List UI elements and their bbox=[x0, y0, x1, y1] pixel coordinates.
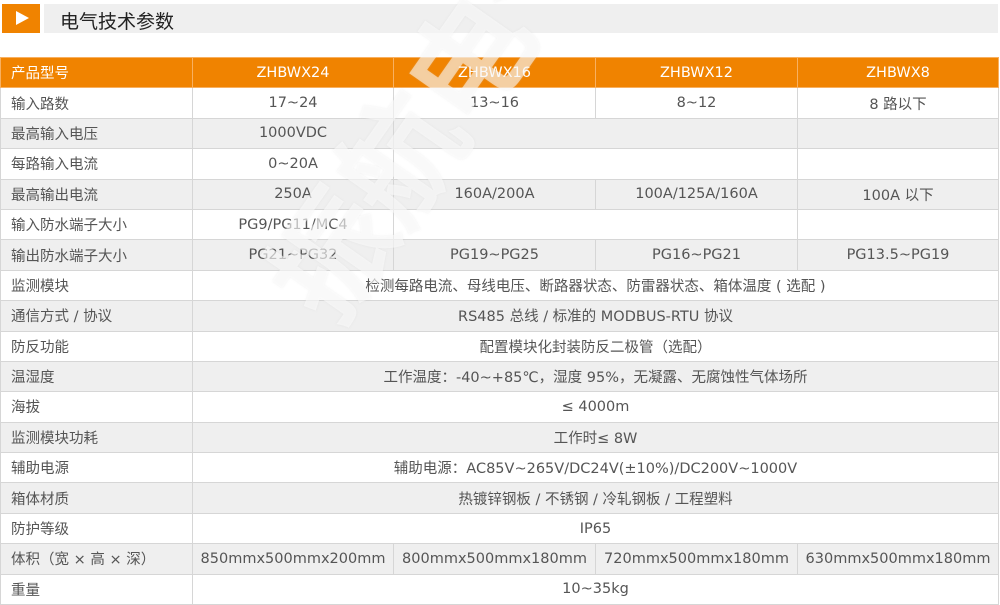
section-title: 电气技术参数 bbox=[60, 11, 175, 33]
table-row: 重量 10~35kg bbox=[0, 573, 999, 605]
table-row: 输出防水端子大小 PG21~PG32 PG19~PG25 PG16~PG21 P… bbox=[0, 239, 999, 271]
cell: 630mmx500mmx180mm bbox=[797, 543, 999, 575]
row-label: 通信方式 / 协议 bbox=[0, 300, 193, 332]
table-row: 最高输入电压 1000VDC bbox=[0, 117, 999, 150]
row-label: 箱体材质 bbox=[0, 482, 193, 514]
cell: 100A 以下 bbox=[797, 178, 999, 210]
empty-cell bbox=[393, 117, 798, 150]
row-label: 输出防水端子大小 bbox=[0, 239, 193, 271]
row-label: 温湿度 bbox=[0, 360, 193, 393]
cell: IP65 bbox=[192, 512, 999, 545]
empty-cell bbox=[393, 208, 798, 241]
table-row: 监测模块功耗 工作时≤ 8W bbox=[0, 421, 999, 454]
header-cell: 产品型号 bbox=[0, 56, 193, 89]
cell: PG19~PG25 bbox=[393, 239, 596, 271]
table-row: 输入路数 17~24 13~16 8~12 8 路以下 bbox=[0, 87, 999, 119]
cell: 250A bbox=[192, 178, 394, 210]
row-label: 每路输入电流 bbox=[0, 148, 193, 180]
row-label: 海拔 bbox=[0, 391, 193, 423]
title-background bbox=[44, 4, 998, 33]
row-label: 防反功能 bbox=[0, 330, 193, 362]
cell: PG9/PG11/MC4 bbox=[192, 208, 394, 241]
table-row: 温湿度 工作温度：-40~+85℃，湿度 95%，无凝露、无腐蚀性气体场所 bbox=[0, 360, 999, 393]
row-label: 最高输出电流 bbox=[0, 178, 193, 210]
cell: 配置模块化封装防反二极管（选配） bbox=[192, 330, 999, 362]
table-row: 输入防水端子大小 PG9/PG11/MC4 bbox=[0, 208, 999, 241]
cell: 13~16 bbox=[393, 87, 596, 119]
cell: 检测每路电流、母线电压、断路器状态、防雷器状态、箱体温度 ( 选配 ) bbox=[192, 269, 999, 302]
cell: 100A/125A/160A bbox=[595, 178, 798, 210]
cell: 8 路以下 bbox=[797, 87, 999, 119]
spec-table: 产品型号 ZHBWX24 ZHBWX16 ZHBWX12 ZHBWX8 输入路数… bbox=[0, 56, 999, 605]
cell: 10~35kg bbox=[192, 573, 999, 605]
cell: 辅助电源：AC85V~265V/DC24V(±10%)/DC200V~1000V bbox=[192, 452, 999, 484]
empty-cell bbox=[797, 117, 999, 150]
cell: 850mmx500mmx200mm bbox=[192, 543, 394, 575]
table-row: 体积（宽 × 高 × 深） 850mmx500mmx200mm 800mmx50… bbox=[0, 543, 999, 575]
header-cell: ZHBWX24 bbox=[192, 56, 394, 89]
cell: 8~12 bbox=[595, 87, 798, 119]
row-label: 重量 bbox=[0, 573, 193, 605]
row-label: 最高输入电压 bbox=[0, 117, 193, 150]
table-row: 每路输入电流 0~20A bbox=[0, 148, 999, 180]
row-label: 输入路数 bbox=[0, 87, 193, 119]
row-label: 防护等级 bbox=[0, 512, 193, 545]
cell: RS485 总线 / 标准的 MODBUS-RTU 协议 bbox=[192, 300, 999, 332]
table-row: 箱体材质 热镀锌钢板 / 不锈钢 / 冷轧钢板 / 工程塑料 bbox=[0, 482, 999, 514]
empty-cell bbox=[393, 148, 798, 180]
table-row: 监测模块 检测每路电流、母线电压、断路器状态、防雷器状态、箱体温度 ( 选配 ) bbox=[0, 269, 999, 302]
cell: PG21~PG32 bbox=[192, 239, 394, 271]
table-row: 海拔 ≤ 4000m bbox=[0, 391, 999, 423]
play-triangle-icon bbox=[2, 4, 40, 33]
cell: 17~24 bbox=[192, 87, 394, 119]
table-row: 防反功能 配置模块化封装防反二极管（选配） bbox=[0, 330, 999, 362]
cell: 工作时≤ 8W bbox=[192, 421, 999, 454]
cell: 720mmx500mmx180mm bbox=[595, 543, 798, 575]
header-cell: ZHBWX16 bbox=[393, 56, 596, 89]
cell: 0~20A bbox=[192, 148, 394, 180]
cell: PG13.5~PG19 bbox=[797, 239, 999, 271]
row-label: 体积（宽 × 高 × 深） bbox=[0, 543, 193, 575]
section-title-bar: 电气技术参数 bbox=[2, 4, 998, 33]
table-header-row: 产品型号 ZHBWX24 ZHBWX16 ZHBWX12 ZHBWX8 bbox=[0, 56, 999, 89]
empty-cell bbox=[797, 208, 999, 241]
row-label: 输入防水端子大小 bbox=[0, 208, 193, 241]
table-row: 防护等级 IP65 bbox=[0, 512, 999, 545]
cell: 工作温度：-40~+85℃，湿度 95%，无凝露、无腐蚀性气体场所 bbox=[192, 360, 999, 393]
cell: 1000VDC bbox=[192, 117, 394, 150]
cell: PG16~PG21 bbox=[595, 239, 798, 271]
cell: 160A/200A bbox=[393, 178, 596, 210]
cell: 800mmx500mmx180mm bbox=[393, 543, 596, 575]
cell: ≤ 4000m bbox=[192, 391, 999, 423]
table-row: 最高输出电流 250A 160A/200A 100A/125A/160A 100… bbox=[0, 178, 999, 210]
cell: 热镀锌钢板 / 不锈钢 / 冷轧钢板 / 工程塑料 bbox=[192, 482, 999, 514]
header-cell: ZHBWX8 bbox=[797, 56, 999, 89]
row-label: 辅助电源 bbox=[0, 452, 193, 484]
row-label: 监测模块 bbox=[0, 269, 193, 302]
empty-cell bbox=[797, 148, 999, 180]
header-cell: ZHBWX12 bbox=[595, 56, 798, 89]
table-row: 通信方式 / 协议 RS485 总线 / 标准的 MODBUS-RTU 协议 bbox=[0, 300, 999, 332]
row-label: 监测模块功耗 bbox=[0, 421, 193, 454]
table-row: 辅助电源 辅助电源：AC85V~265V/DC24V(±10%)/DC200V~… bbox=[0, 452, 999, 484]
